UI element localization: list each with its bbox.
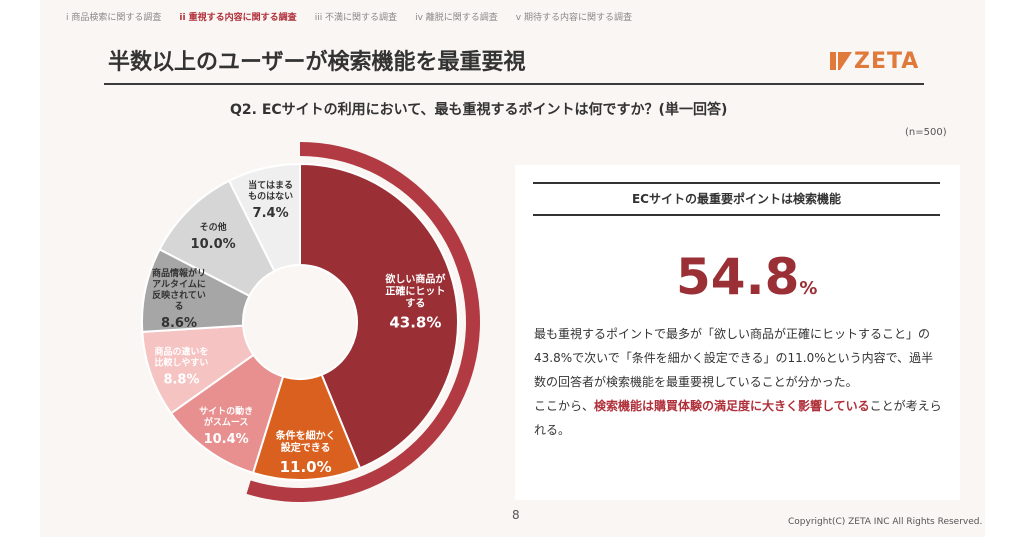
- slice-value-6: 7.4%: [253, 206, 289, 221]
- slice-label-4-line-1: アルタイムに: [152, 278, 206, 290]
- slice-value-1: 11.0%: [280, 458, 332, 476]
- sample-size: (n=500): [905, 127, 947, 138]
- copyright-notice: Copyright(C) ZETA INC All Rights Reserve…: [788, 517, 983, 527]
- highlight-number: 54.8: [676, 248, 800, 306]
- page-title: 半数以上のユーザーが検索機能を最重要視: [108, 50, 526, 75]
- page-number: 8: [512, 508, 520, 522]
- slice-value-3: 8.8%: [163, 372, 199, 387]
- tab-priorities[interactable]: ii 重視する内容に関する調査: [179, 13, 297, 23]
- slice-label-6-line-1: ものはない: [248, 191, 293, 202]
- donut-slice-0: [299, 162, 459, 470]
- summary-conclusion-lead: ここから、: [534, 399, 595, 413]
- panel-heading: ECサイトの最重要ポイントは検索機能: [631, 192, 841, 206]
- question-text: Q2. ECサイトの利用において、最も重視するポイントは何ですか？(単一回答): [230, 102, 728, 118]
- slice-label-2-line-1: がスムース: [204, 416, 249, 428]
- slice-label-6-line-0: 当てはまる: [248, 179, 293, 191]
- slice-label-5-line-0: その他: [200, 221, 227, 233]
- slice-value-4: 8.6%: [161, 316, 197, 331]
- highlight-value: 54.8%: [676, 248, 817, 306]
- slice-value-2: 10.4%: [204, 432, 249, 447]
- title-divider: [104, 83, 924, 85]
- section-tabs: i 商品検索に関する調査 ii 重視する内容に関する調査 iii 不満に関する調…: [66, 10, 632, 23]
- summary-conclusion-tail: ことが考えられる。: [534, 399, 942, 437]
- slice-label-2-line-0: サイトの動き: [199, 405, 253, 417]
- donut-slice-6: [227, 162, 301, 273]
- zeta-logo-text: ZETA: [854, 48, 920, 74]
- slice-label-0-line-1: 正確にヒット: [385, 285, 445, 298]
- slice-label-1-line-1: 設定できる: [281, 441, 331, 454]
- slice-label-4-line-0: 商品情報がリ: [152, 267, 206, 279]
- slice-label-4-line-2: 反映されてい: [152, 289, 206, 301]
- tab-abandonment[interactable]: iv 離脱に関する調査: [415, 13, 498, 23]
- summary-paragraph-2: ここから、検索機能は購買体験の満足度に大きく影響していることが考えられる。: [534, 394, 944, 442]
- slice-label-3-line-0: 商品の違いを: [154, 345, 208, 357]
- summary-paragraph-1: 最も重視するポイントで最多が「欲しい商品が正確にヒットすること」の43.8%で次…: [534, 327, 934, 389]
- tab-dissatisfaction[interactable]: iii 不満に関する調査: [314, 13, 398, 23]
- slice-value-5: 10.0%: [191, 237, 236, 252]
- summary-panel: [515, 165, 960, 500]
- slice-label-3-line-1: 比較しやすい: [155, 356, 209, 368]
- slice-label-4-line-3: る: [174, 301, 183, 312]
- zeta-logo: ZETA: [830, 48, 919, 74]
- zeta-logo-mark-icon: [830, 50, 852, 72]
- slice-label-0-line-2: する: [405, 298, 425, 310]
- panel-bottom-rule: [533, 214, 940, 216]
- summary-conclusion-highlight: 検索機能は購買体験の満足度に大きく影響している: [594, 399, 870, 413]
- slice-value-0: 43.8%: [389, 314, 441, 332]
- tab-product-search[interactable]: i 商品検索に関する調査: [66, 13, 162, 23]
- slice-label-0-line-0: 欲しい商品が: [384, 273, 446, 286]
- slice-label-1-line-0: 条件を細かく: [275, 429, 336, 442]
- summary-text: 最も重視するポイントで最多が「欲しい商品が正確にヒットすること」の43.8%で次…: [534, 322, 944, 442]
- highlight-unit: %: [799, 278, 818, 299]
- panel-top-rule: [533, 182, 940, 184]
- tab-expectations[interactable]: v 期待する内容に関する調査: [515, 13, 632, 23]
